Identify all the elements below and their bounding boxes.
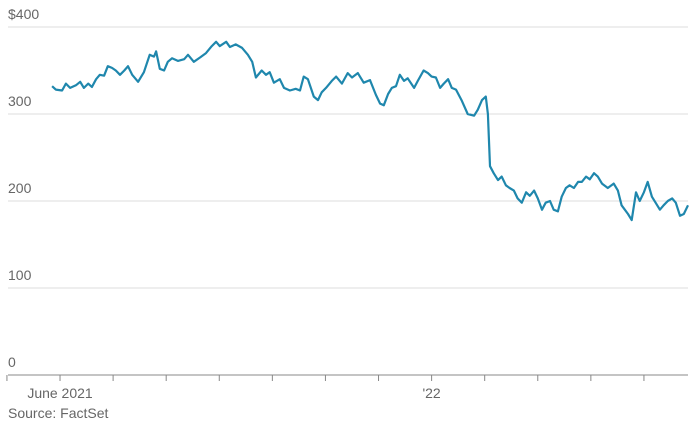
source: Source: FactSet (8, 405, 108, 421)
y-tick-label: 200 (8, 180, 32, 196)
y-tick-label: 0 (8, 354, 16, 370)
y-tick-label: $400 (8, 6, 39, 22)
y-tick-label: 100 (8, 267, 32, 283)
x-tick-label: June 2021 (27, 385, 93, 401)
x-tick-label: '22 (422, 385, 440, 401)
y-tick-label: 300 (8, 93, 32, 109)
price-line (51, 40, 689, 222)
